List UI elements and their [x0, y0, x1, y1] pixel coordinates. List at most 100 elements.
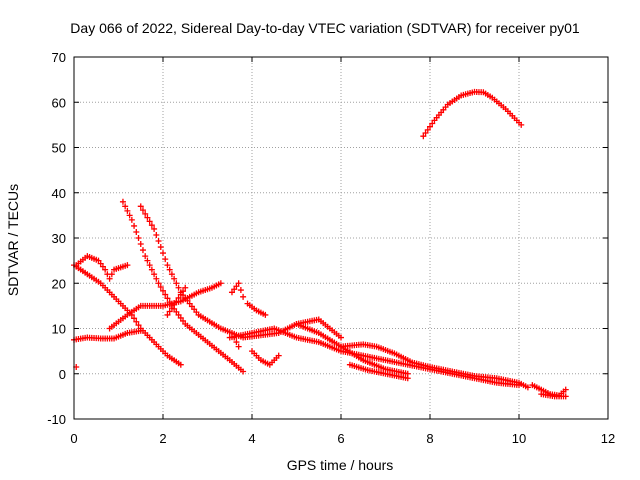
series-arc-steep-2	[137, 203, 344, 341]
data-point-marker	[228, 289, 235, 296]
y-tick-label: 40	[52, 186, 66, 201]
data-point-marker	[142, 210, 149, 217]
data-point-marker	[173, 280, 180, 287]
data-point-marker	[235, 280, 242, 287]
series-arc-base	[71, 327, 144, 343]
data-point-marker	[177, 314, 184, 321]
data-point-marker	[175, 284, 182, 291]
data-point-marker	[562, 393, 569, 400]
data-point-marker	[180, 288, 187, 295]
series-arc-cross	[164, 284, 189, 318]
data-point-marker	[164, 311, 171, 318]
data-point-marker	[155, 238, 162, 245]
chart-title: Day 066 of 2022, Sidereal Day-to-day VTE…	[70, 20, 580, 36]
data-point-marker	[128, 216, 135, 223]
data-point-marker	[173, 298, 180, 305]
series-arc-high	[420, 88, 525, 140]
data-point-marker	[142, 253, 149, 260]
data-point-marker	[427, 123, 433, 130]
data-point-marker	[119, 198, 126, 205]
y-tick-label: -10	[47, 412, 66, 427]
data-point-marker	[126, 212, 133, 219]
data-point-marker	[160, 287, 166, 294]
data-point-marker	[231, 286, 238, 293]
series-arc-small-1	[228, 280, 247, 300]
data-point-marker	[155, 280, 162, 287]
data-point-marker	[131, 315, 138, 322]
data-point-marker	[235, 343, 242, 350]
data-point-marker	[424, 126, 431, 133]
data-point-marker	[177, 291, 184, 298]
x-tick-label: 10	[512, 431, 526, 446]
data-point-marker	[144, 214, 151, 221]
data-point-marker	[562, 386, 569, 393]
grid-lines	[73, 56, 609, 420]
data-point-marker	[157, 244, 164, 251]
data-point-marker	[180, 317, 187, 324]
data-point-marker	[135, 322, 142, 329]
data-point-marker	[133, 318, 140, 325]
data-point-marker	[139, 247, 146, 254]
data-point-marker	[144, 257, 151, 264]
data-point-marker	[124, 207, 131, 214]
data-point-marker	[162, 291, 169, 298]
x-tick-label: 4	[248, 431, 255, 446]
data-point-marker	[233, 283, 240, 290]
y-tick-label: 0	[59, 367, 66, 382]
data-point-marker	[164, 262, 171, 269]
data-point-marker	[108, 271, 115, 278]
data-point-marker	[135, 235, 142, 241]
series-arc-mid	[226, 325, 522, 389]
data-point-marker	[151, 225, 158, 232]
data-point-marker	[262, 311, 269, 318]
data-point-marker	[422, 130, 429, 137]
y-tick-label: 20	[52, 276, 66, 291]
data-point-marker	[240, 293, 247, 300]
data-point-marker	[518, 121, 525, 128]
x-tick-label: 12	[601, 431, 615, 446]
data-point-marker	[122, 203, 129, 210]
x-tick-label: 8	[426, 431, 433, 446]
x-tick-label: 6	[337, 431, 344, 446]
data-point-marker	[148, 266, 155, 273]
series-arc-small-4	[249, 348, 282, 368]
data-point-marker	[171, 301, 178, 308]
x-tick-labels: 0 2 4 6 8 10 12	[70, 431, 615, 446]
data-point-marker	[137, 241, 144, 248]
data-point-marker	[139, 207, 146, 214]
data-point-marker	[162, 256, 169, 263]
data-point-marker	[102, 266, 109, 273]
plot-frame	[73, 56, 609, 420]
data-point-marker	[175, 294, 182, 301]
y-tick-label: 70	[52, 50, 66, 65]
data-point-marker	[137, 203, 144, 210]
data-point-marker	[177, 361, 184, 368]
data-point-marker	[217, 280, 224, 287]
data-point-marker	[171, 275, 178, 282]
y-tick-label: 30	[52, 231, 66, 246]
data-point-marker	[233, 339, 240, 346]
data-point-marker	[95, 257, 102, 264]
series-arc-mid-3	[338, 341, 531, 391]
series-arc-tail-2	[538, 391, 569, 400]
y-tick-label: 60	[52, 95, 66, 110]
data-point-marker	[182, 284, 189, 291]
data-point-marker	[131, 222, 138, 229]
y-axis-label: SDTVAR / TECUs	[5, 184, 21, 296]
y-tick-label: 10	[52, 322, 66, 337]
data-point-marker	[133, 228, 140, 235]
series-arc-loop	[73, 253, 131, 282]
data-point-marker	[166, 308, 173, 315]
data-points	[71, 88, 569, 400]
data-point-marker	[173, 308, 180, 315]
data-point-marker	[429, 120, 436, 127]
series-arc-small-3	[244, 300, 269, 318]
data-point-marker	[97, 260, 104, 267]
data-point-marker	[153, 231, 160, 238]
data-point-marker	[153, 275, 160, 282]
data-point-marker	[148, 222, 155, 229]
x-tick-label: 0	[70, 431, 77, 446]
data-point-marker	[420, 133, 427, 140]
data-point-marker	[157, 284, 164, 291]
data-point-marker	[124, 262, 131, 269]
